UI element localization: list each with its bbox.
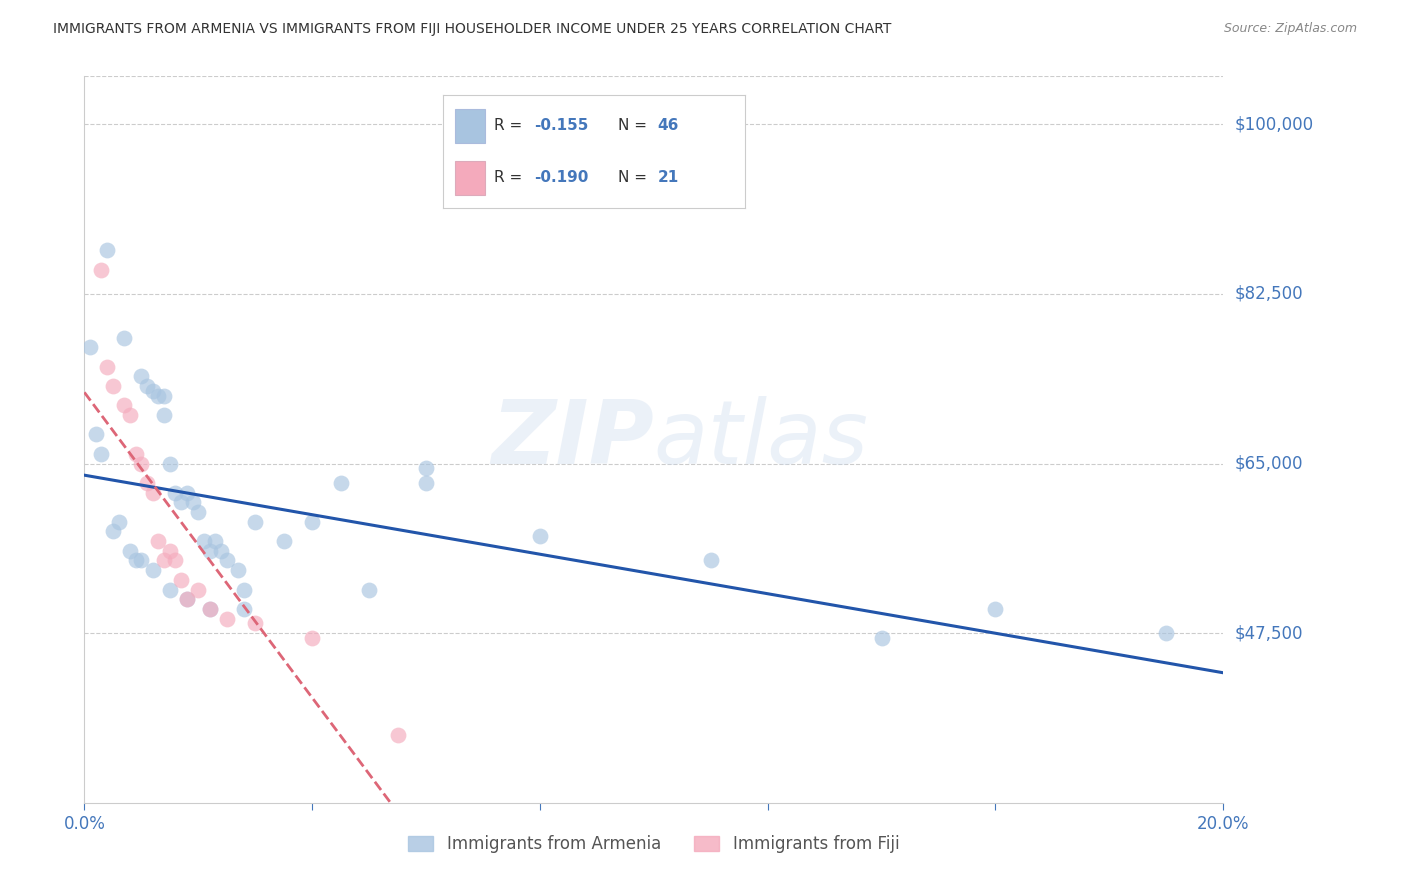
Text: ZIP: ZIP bbox=[491, 396, 654, 483]
Immigrants from Fiji bbox=[131, 457, 153, 471]
Immigrants from Armenia bbox=[181, 495, 204, 509]
Immigrants from Armenia bbox=[700, 553, 723, 567]
Immigrants from Armenia bbox=[159, 457, 181, 471]
Immigrants from Armenia bbox=[153, 389, 176, 403]
Immigrants from Armenia bbox=[193, 534, 215, 549]
Immigrants from Fiji bbox=[187, 582, 209, 597]
Immigrants from Armenia bbox=[984, 602, 1007, 616]
Immigrants from Armenia bbox=[90, 447, 112, 461]
Legend: Immigrants from Armenia, Immigrants from Fiji: Immigrants from Armenia, Immigrants from… bbox=[402, 829, 905, 860]
Immigrants from Fiji bbox=[153, 553, 176, 567]
Text: $100,000: $100,000 bbox=[1234, 115, 1313, 133]
Immigrants from Armenia bbox=[118, 543, 141, 558]
Immigrants from Armenia bbox=[170, 495, 193, 509]
Immigrants from Armenia bbox=[187, 505, 209, 519]
Immigrants from Fiji bbox=[245, 616, 267, 631]
Immigrants from Armenia bbox=[215, 553, 238, 567]
Immigrants from Armenia bbox=[209, 543, 232, 558]
Immigrants from Armenia bbox=[165, 485, 187, 500]
Immigrants from Armenia bbox=[198, 602, 221, 616]
Immigrants from Armenia bbox=[1156, 626, 1178, 640]
Immigrants from Fiji bbox=[124, 447, 146, 461]
Immigrants from Armenia bbox=[273, 534, 295, 549]
Immigrants from Fiji bbox=[159, 543, 181, 558]
Immigrants from Fiji bbox=[96, 359, 118, 374]
Immigrants from Armenia bbox=[232, 602, 254, 616]
Immigrants from Armenia bbox=[79, 340, 101, 354]
Immigrants from Armenia bbox=[204, 534, 226, 549]
Immigrants from Armenia bbox=[159, 582, 181, 597]
Immigrants from Armenia bbox=[96, 244, 118, 258]
Immigrants from Armenia bbox=[415, 475, 437, 490]
Immigrants from Fiji bbox=[118, 408, 141, 422]
Immigrants from Fiji bbox=[387, 728, 409, 742]
Immigrants from Armenia bbox=[136, 379, 159, 393]
Immigrants from Armenia bbox=[529, 529, 551, 543]
Immigrants from Fiji bbox=[136, 475, 159, 490]
Immigrants from Armenia bbox=[84, 427, 107, 442]
Immigrants from Fiji bbox=[176, 592, 198, 607]
Immigrants from Armenia bbox=[124, 553, 146, 567]
Immigrants from Fiji bbox=[215, 612, 238, 626]
Immigrants from Armenia bbox=[415, 461, 437, 475]
Immigrants from Armenia bbox=[131, 553, 153, 567]
Immigrants from Armenia bbox=[359, 582, 381, 597]
Immigrants from Armenia bbox=[176, 592, 198, 607]
Immigrants from Armenia bbox=[107, 515, 129, 529]
Text: $82,500: $82,500 bbox=[1234, 285, 1303, 303]
Immigrants from Armenia bbox=[153, 408, 176, 422]
Immigrants from Fiji bbox=[165, 553, 187, 567]
Immigrants from Fiji bbox=[301, 631, 323, 645]
Immigrants from Armenia bbox=[101, 524, 124, 539]
Immigrants from Armenia bbox=[198, 543, 221, 558]
Immigrants from Armenia bbox=[148, 389, 170, 403]
Text: $47,500: $47,500 bbox=[1234, 624, 1303, 642]
Immigrants from Fiji bbox=[198, 602, 221, 616]
Immigrants from Fiji bbox=[148, 534, 170, 549]
Immigrants from Fiji bbox=[112, 398, 135, 412]
Immigrants from Armenia bbox=[329, 475, 352, 490]
Immigrants from Armenia bbox=[870, 631, 893, 645]
Text: Source: ZipAtlas.com: Source: ZipAtlas.com bbox=[1223, 22, 1357, 36]
Text: atlas: atlas bbox=[654, 396, 869, 483]
Immigrants from Armenia bbox=[142, 563, 165, 577]
Immigrants from Armenia bbox=[232, 582, 254, 597]
Immigrants from Fiji bbox=[142, 485, 165, 500]
Immigrants from Armenia bbox=[245, 515, 267, 529]
Immigrants from Armenia bbox=[301, 515, 323, 529]
Immigrants from Fiji bbox=[170, 573, 193, 587]
Immigrants from Fiji bbox=[90, 262, 112, 277]
Immigrants from Armenia bbox=[142, 384, 165, 398]
Text: $65,000: $65,000 bbox=[1234, 455, 1303, 473]
Immigrants from Armenia bbox=[176, 485, 198, 500]
Immigrants from Fiji bbox=[101, 379, 124, 393]
Immigrants from Armenia bbox=[112, 330, 135, 344]
Text: IMMIGRANTS FROM ARMENIA VS IMMIGRANTS FROM FIJI HOUSEHOLDER INCOME UNDER 25 YEAR: IMMIGRANTS FROM ARMENIA VS IMMIGRANTS FR… bbox=[53, 22, 891, 37]
Immigrants from Armenia bbox=[226, 563, 249, 577]
Immigrants from Armenia bbox=[131, 369, 153, 384]
